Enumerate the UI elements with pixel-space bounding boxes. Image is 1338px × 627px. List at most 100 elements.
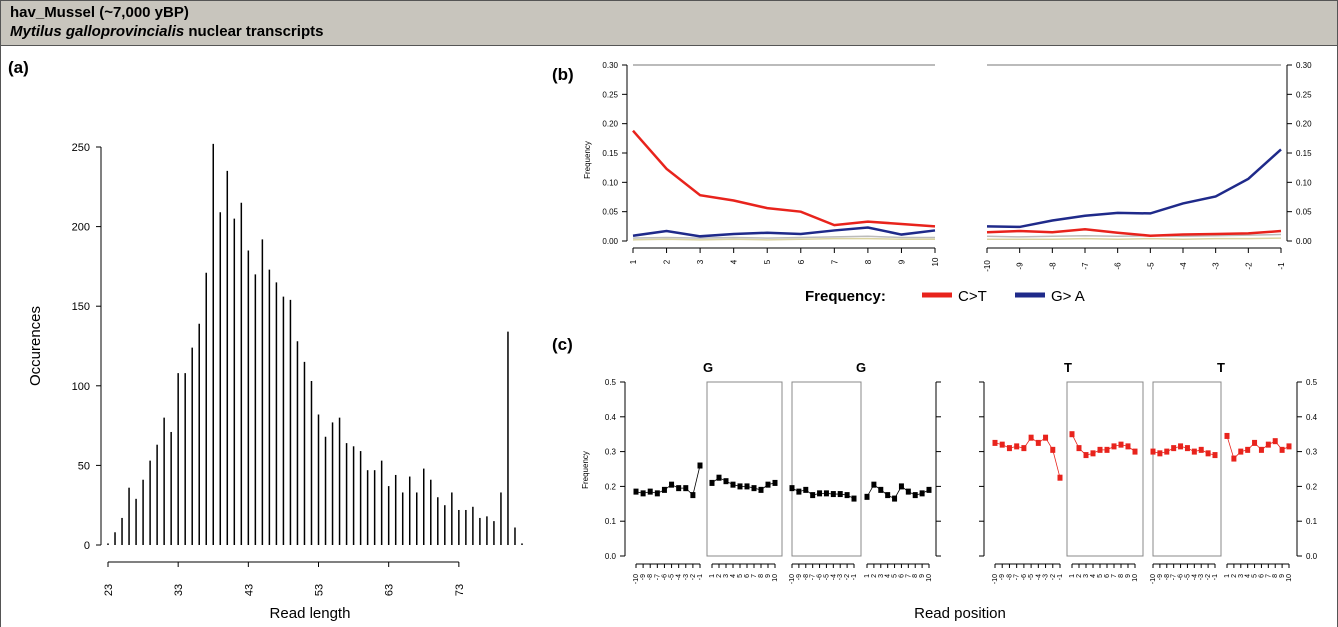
x-tick-label: 4: [1245, 574, 1252, 578]
x-tick-label: 8: [912, 574, 919, 578]
x-tick-label: 1: [1224, 574, 1231, 578]
series-line: [994, 437, 1061, 478]
y-tick-label: 50: [78, 460, 90, 472]
y-tick-label: 0.15: [1296, 149, 1312, 158]
data-point: [789, 485, 795, 492]
data-point: [1184, 445, 1190, 452]
data-point: [640, 490, 646, 497]
series-line: [791, 487, 855, 499]
data-point: [1069, 431, 1075, 438]
x-tick-label: -1: [697, 574, 704, 580]
x-tick-label: -2: [1244, 262, 1253, 270]
data-point: [661, 486, 667, 493]
data-point: [1279, 446, 1285, 453]
x-tick-label: -4: [1179, 262, 1188, 270]
data-point: [1150, 448, 1156, 455]
data-point: [1272, 438, 1278, 445]
x-tick-label: 1: [1069, 574, 1076, 578]
y-tick-label: 250: [72, 142, 90, 154]
x-tick-label: 9: [919, 574, 926, 578]
y-tick-label: 0.25: [602, 90, 618, 99]
x-tick-label: -10: [789, 574, 796, 584]
x-tick-label: 7: [1265, 574, 1272, 578]
x-tick-label: -9: [999, 574, 1006, 580]
series-line-right: [986, 148, 1282, 229]
x-tick-label: -6: [661, 574, 668, 580]
data-point: [765, 481, 771, 488]
data-point: [751, 485, 757, 492]
x-tick-label: 4: [730, 259, 739, 264]
x-tick-label: 3: [723, 574, 730, 578]
y-tick-label: 0.2: [1306, 482, 1318, 491]
y-tick-label: 200: [72, 222, 90, 234]
data-point: [992, 439, 998, 446]
y-tick-label: 0.00: [602, 237, 618, 246]
x-tick-label: 10: [1132, 574, 1139, 582]
y-axis-title: Frequency: [581, 451, 590, 489]
data-point: [1104, 446, 1110, 453]
x-tick-label: 2: [716, 574, 723, 578]
data-point: [892, 495, 898, 502]
x-tick-label: 6: [744, 574, 751, 578]
data-point: [830, 491, 836, 498]
series-line: [635, 465, 701, 496]
x-tick-label: 63: [384, 584, 396, 596]
data-point: [1258, 446, 1264, 453]
x-tick-label: -3: [1043, 574, 1050, 580]
data-point: [837, 491, 843, 498]
y-tick-label: 0.3: [605, 448, 617, 457]
data-point: [1090, 450, 1096, 457]
data-point: [690, 492, 696, 499]
x-tick-label: 8: [1118, 574, 1125, 578]
species-name: Mytilus galloprovincialis: [10, 23, 185, 40]
x-tick-label: -5: [669, 574, 676, 580]
x-axis-title: Read length: [270, 605, 351, 622]
x-tick-label: -10: [992, 574, 999, 584]
x-tick-label: 3: [878, 574, 885, 578]
x-tick-label: 6: [797, 259, 806, 264]
x-tick-label: 73: [454, 584, 466, 596]
data-point: [654, 490, 660, 497]
x-tick-label: 1: [864, 574, 871, 578]
x-tick-label: 10: [931, 257, 940, 266]
data-point: [697, 462, 703, 469]
data-point: [1212, 452, 1218, 459]
x-tick-label: -5: [1184, 574, 1191, 580]
y-tick-label: 0.25: [1296, 90, 1312, 99]
data-point: [1083, 452, 1089, 459]
y-tick-label: 0.30: [602, 61, 618, 70]
x-tick-label: 5: [1252, 574, 1259, 578]
x-tick-label: 7: [751, 574, 758, 578]
data-point: [772, 479, 778, 486]
subtitle-rest: nuclear transcripts: [184, 23, 324, 40]
x-tick-label: 7: [905, 574, 912, 578]
x-tick-label: -8: [1048, 262, 1057, 270]
data-point: [633, 488, 639, 495]
data-point: [758, 486, 764, 493]
data-point: [885, 492, 891, 499]
x-tick-label: -9: [1157, 574, 1164, 580]
data-point: [647, 488, 653, 495]
x-tick-label: -2: [1205, 574, 1212, 580]
x-tick-label: -7: [1014, 574, 1021, 580]
x-tick-label: 9: [897, 259, 906, 264]
x-tick-label: -9: [640, 574, 647, 580]
x-tick-label: 2: [1231, 574, 1238, 578]
y-tick-label: 0.30: [1296, 61, 1312, 70]
data-point: [716, 474, 722, 481]
data-point: [1097, 446, 1103, 453]
x-tick-label: 5: [737, 574, 744, 578]
series-line-left: [632, 226, 936, 238]
x-tick-label: -8: [803, 574, 810, 580]
data-point: [730, 481, 736, 488]
data-point: [1205, 450, 1211, 457]
data-point: [871, 481, 877, 488]
x-tick-label: 8: [1272, 574, 1279, 578]
x-tick-label: 4: [1090, 574, 1097, 578]
reference-box: [791, 381, 862, 557]
legend-title: Frequency:: [805, 288, 886, 305]
y-tick-label: 0.05: [1296, 208, 1312, 217]
y-axis-title: Frequency: [583, 141, 592, 179]
series-line: [1152, 445, 1216, 456]
series-line: [1226, 435, 1290, 460]
